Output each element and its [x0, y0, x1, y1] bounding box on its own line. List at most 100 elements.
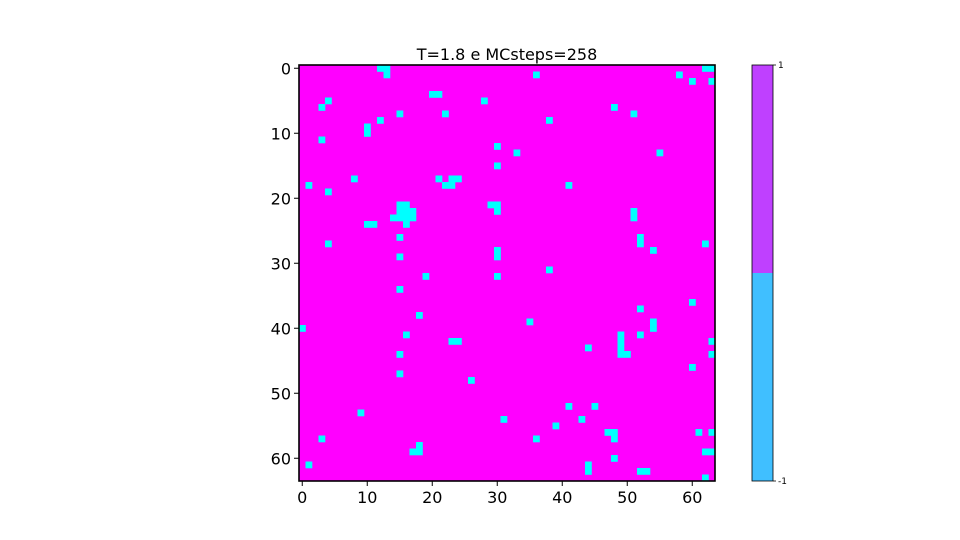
heatmap-cell: [318, 104, 326, 111]
heatmap-cell: [494, 162, 501, 170]
heatmap-cell: [624, 351, 631, 358]
heatmap-cell: [481, 97, 488, 105]
heatmap-cell: [442, 182, 449, 189]
heatmap-cell: [708, 429, 716, 436]
colorbar: 1 -1: [751, 61, 787, 487]
heatmap-cell: [702, 65, 709, 72]
heatmap-cell: [533, 71, 540, 79]
heatmap-cell: [435, 175, 443, 183]
heatmap-cell: [422, 273, 430, 280]
heatmap-cell: [617, 331, 625, 339]
heatmap-cell: [637, 468, 644, 475]
heatmap-cell: [630, 208, 638, 215]
heatmap-cell: [500, 416, 508, 423]
heatmap-cell: [396, 351, 404, 358]
heatmap-cell: [708, 448, 716, 456]
y-axis: 0 10 20 30 40 50 60: [271, 59, 299, 468]
heatmap-cell: [494, 201, 501, 209]
heatmap-cell: [487, 201, 495, 209]
heatmap-cell: [396, 234, 404, 241]
heatmap-cell: [565, 403, 573, 410]
heatmap-cell: [578, 416, 586, 423]
y-tick-label: 20: [271, 189, 291, 208]
heatmap-cell: [455, 175, 462, 183]
heatmap-cell: [565, 182, 573, 189]
heatmap-cell: [351, 175, 358, 183]
heatmap-cell: [305, 461, 313, 469]
heatmap-cell: [494, 253, 501, 261]
heatmap-cell: [617, 338, 625, 345]
heatmap-cell: [409, 208, 417, 215]
x-tick-label: 40: [552, 488, 572, 507]
heatmap-cell: [689, 364, 696, 371]
x-axis: 0 10 20 30 40 50 60: [297, 481, 702, 507]
y-tick-label: 40: [271, 319, 291, 338]
heatmap-cell: [611, 435, 618, 443]
heatmap-cell: [585, 461, 592, 469]
heatmap-cell: [546, 266, 553, 274]
heatmap-cell: [364, 130, 371, 137]
heatmap-cell: [364, 221, 371, 228]
y-tick-label: 0: [281, 59, 291, 78]
heatmap-cell: [403, 201, 410, 209]
heatmap-cell: [383, 65, 391, 72]
heatmap-cell: [494, 208, 501, 215]
chart-title: T=1.8 e MCsteps=258: [416, 45, 598, 64]
heatmap-cell: [604, 429, 612, 436]
heatmap-cell: [396, 253, 404, 261]
heatmap-cell: [325, 240, 332, 248]
heatmap-cell: [630, 214, 638, 222]
heatmap-cell: [494, 247, 501, 254]
y-tick-label: 50: [271, 384, 291, 403]
heatmap-cell: [377, 65, 384, 72]
heatmap-cell: [585, 468, 592, 475]
heatmap-cell: [494, 143, 501, 150]
heatmap-cell: [585, 344, 592, 352]
heatmap-cell: [676, 71, 683, 79]
heatmap-cell: [364, 123, 371, 131]
heatmap-cell: [448, 175, 456, 183]
heatmap: [298, 64, 716, 482]
y-tick-label: 10: [271, 124, 291, 143]
heatmap-cell: [695, 429, 703, 436]
heatmap-cell: [650, 318, 657, 326]
heatmap-cell: [650, 247, 657, 254]
heatmap-cell: [416, 442, 423, 449]
heatmap-cell: [429, 91, 436, 98]
x-tick-label: 0: [297, 488, 307, 507]
heatmap-cell: [403, 214, 410, 222]
heatmap-cell: [526, 318, 534, 326]
colorbar-tick-label: 1: [778, 61, 784, 71]
heatmap-cell: [396, 286, 404, 293]
heatmap-cell: [435, 91, 443, 98]
heatmap-cell: [396, 208, 404, 215]
heatmap-cell: [396, 201, 404, 209]
heatmap-cell: [546, 117, 553, 124]
heatmap-cell: [455, 338, 462, 345]
x-tick-label: 50: [617, 488, 637, 507]
heatmap-cell: [513, 149, 521, 157]
heatmap-cell: [637, 240, 644, 248]
heatmap-cell: [370, 221, 378, 228]
y-tick-label: 60: [271, 449, 291, 468]
heatmap-cell: [637, 331, 644, 339]
heatmap-cell: [637, 305, 644, 313]
heatmap-cell: [396, 370, 404, 378]
heatmap-cell: [708, 351, 716, 358]
x-tick-label: 20: [422, 488, 442, 507]
heatmap-cell: [617, 351, 625, 358]
colorbar-segment-positive: [752, 65, 773, 273]
heatmap-cell: [416, 312, 423, 319]
heatmap-cell: [448, 182, 456, 189]
heatmap-cell: [702, 448, 709, 456]
heatmap-cell: [656, 149, 664, 157]
heatmap-cell: [708, 338, 716, 345]
heatmap-cell: [617, 344, 625, 352]
heatmap-cell: [396, 110, 404, 118]
heatmap-cell: [494, 273, 501, 280]
heatmap-cell: [708, 78, 716, 85]
colorbar-segment-negative: [752, 273, 773, 481]
heatmap-cell: [383, 71, 391, 79]
heatmap-cell: [357, 409, 365, 417]
